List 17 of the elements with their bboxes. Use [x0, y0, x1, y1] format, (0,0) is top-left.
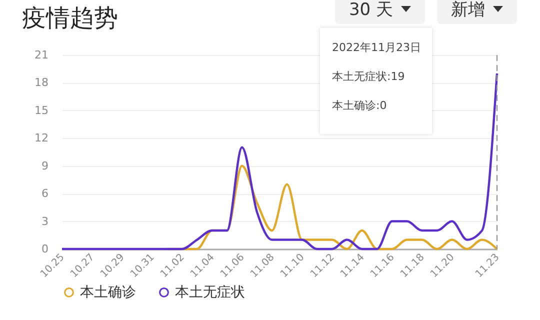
y-tick-label: 3: [42, 214, 48, 228]
legend-label: 本土无症状: [175, 284, 245, 300]
y-tick-label: 18: [34, 76, 48, 90]
text: 2022年11月23日: [332, 40, 421, 55]
y-tick-label: 12: [34, 132, 48, 145]
y-tick-label: 21: [34, 48, 48, 62]
annotation: 本土确诊:0: [332, 98, 387, 113]
y-tick-label: 6: [42, 187, 48, 200]
y-tick-label: 15: [34, 104, 48, 117]
chart-title: 疫情趋势: [22, 3, 118, 33]
text: 新增: [451, 0, 485, 20]
legend-label: 本土确诊: [80, 284, 136, 300]
y-tick-label: 0: [42, 242, 48, 256]
text: 30 天: [348, 0, 394, 20]
y-tick-label: 9: [42, 159, 48, 172]
annotation: 本土无症状:19: [332, 69, 405, 84]
line-series: [60, 72, 498, 250]
